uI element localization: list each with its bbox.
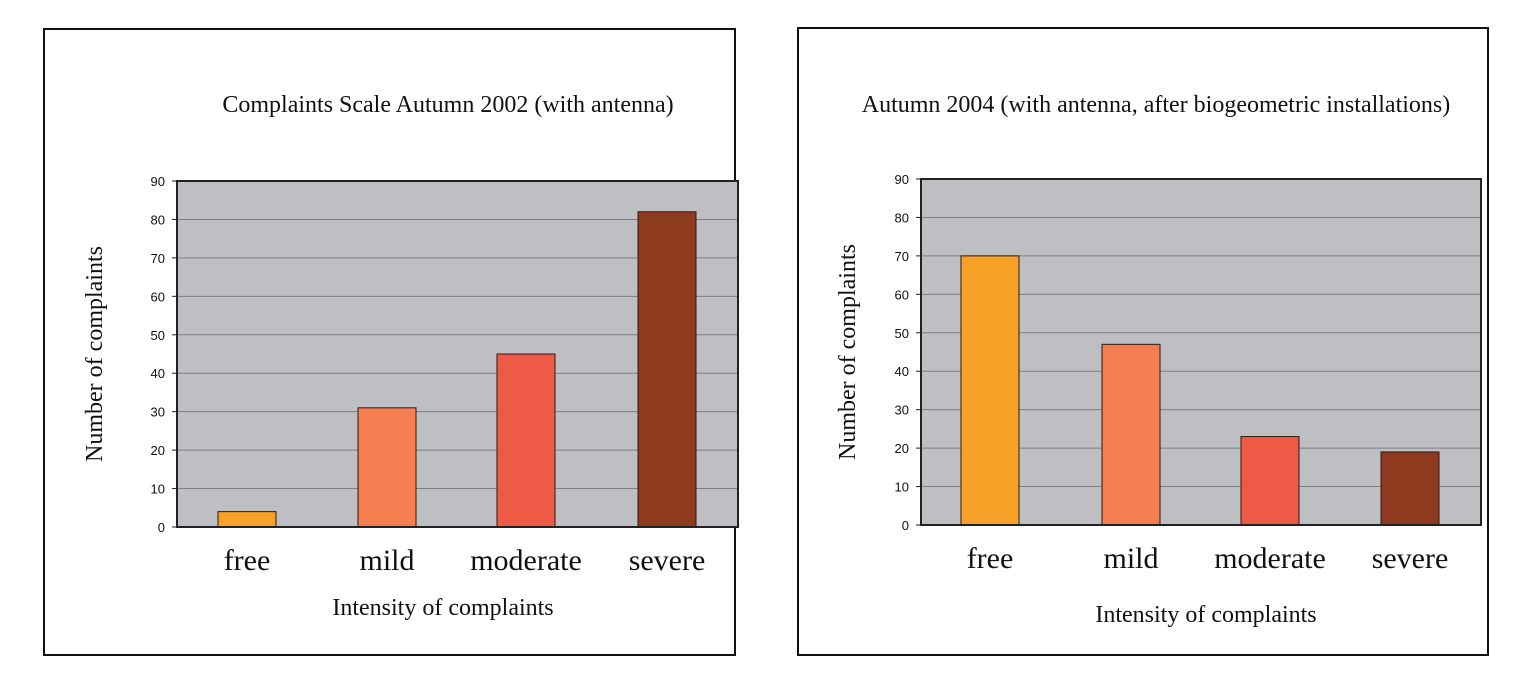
x-tick-label: moderate — [470, 544, 582, 577]
y-tick-label: 40 — [895, 364, 909, 379]
y-tick-label: 90 — [151, 174, 165, 189]
x-tick-label: mild — [359, 544, 414, 577]
bar — [960, 255, 1020, 526]
y-tick-label: 60 — [151, 289, 165, 304]
x-tick-label: moderate — [1214, 542, 1326, 575]
y-axis-label: Number of complaints — [82, 246, 108, 462]
chart-title: Complaints Scale Autumn 2002 (with anten… — [222, 92, 673, 118]
y-tick-label: 70 — [151, 251, 165, 266]
y-tick-label: 50 — [151, 328, 165, 343]
bar — [637, 211, 697, 528]
bar — [1240, 436, 1300, 526]
x-tick-label: severe — [629, 544, 706, 577]
x-tick-label: severe — [1372, 542, 1449, 575]
y-tick-label: 60 — [895, 287, 909, 302]
y-axis-label: Number of complaints — [835, 244, 861, 460]
x-tick-label: free — [967, 542, 1014, 575]
y-tick-label: 0 — [902, 518, 909, 533]
y-tick-label: 30 — [151, 405, 165, 420]
y-tick-label: 30 — [895, 403, 909, 418]
plot-border — [176, 180, 739, 528]
bar — [1101, 343, 1161, 526]
y-tick-label: 10 — [895, 480, 909, 495]
x-tick-label: mild — [1103, 542, 1158, 575]
x-axis-label: Intensity of complaints — [332, 595, 553, 621]
y-tick-label: 20 — [151, 443, 165, 458]
chart-title: Autumn 2004 (with antenna, after biogeom… — [862, 92, 1451, 118]
y-tick-label: 80 — [151, 212, 165, 227]
y-tick-label: 50 — [895, 326, 909, 341]
y-tick-label: 80 — [895, 210, 909, 225]
bar — [357, 407, 417, 528]
bar — [217, 511, 277, 528]
y-tick-label: 0 — [158, 520, 165, 535]
y-tick-label: 10 — [151, 482, 165, 497]
y-tick-label: 70 — [895, 249, 909, 264]
bar — [1380, 451, 1440, 526]
y-tick-label: 40 — [151, 366, 165, 381]
x-axis-label: Intensity of complaints — [1095, 602, 1316, 628]
y-tick-label: 90 — [895, 172, 909, 187]
bar — [496, 353, 556, 528]
plot-border — [920, 178, 1482, 526]
y-tick-label: 20 — [895, 441, 909, 456]
x-tick-label: free — [224, 544, 271, 577]
